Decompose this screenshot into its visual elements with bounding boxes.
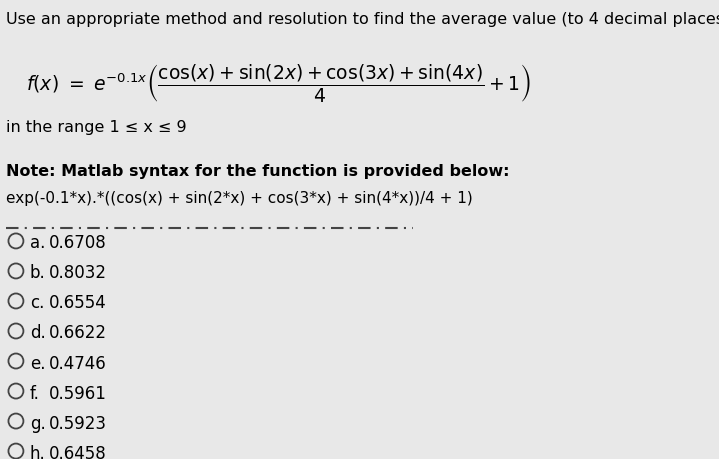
Text: in the range 1 ≤ x ≤ 9: in the range 1 ≤ x ≤ 9 (6, 120, 186, 135)
Text: $f(x) \ = \ e^{-0.1x} \left( \dfrac{\cos(x) + \sin(2x) + \cos(3x) + \sin(4x)}{4}: $f(x) \ = \ e^{-0.1x} \left( \dfrac{\cos… (27, 62, 531, 104)
Text: Use an appropriate method and resolution to find the average value (to 4 decimal: Use an appropriate method and resolution… (6, 12, 719, 27)
Text: c.: c. (29, 294, 44, 312)
Text: 0.4746: 0.4746 (49, 354, 107, 372)
Text: Note: Matlab syntax for the function is provided below:: Note: Matlab syntax for the function is … (6, 163, 509, 179)
Text: exp(-0.1*x).*((cos(x) + sin(2*x) + cos(3*x) + sin(4*x))/4 + 1): exp(-0.1*x).*((cos(x) + sin(2*x) + cos(3… (6, 190, 472, 206)
Text: d.: d. (29, 324, 45, 342)
Text: a.: a. (29, 234, 45, 252)
Text: 0.6458: 0.6458 (49, 443, 107, 459)
Text: 0.8032: 0.8032 (49, 264, 107, 282)
Text: 0.5961: 0.5961 (49, 384, 107, 402)
Text: 0.6708: 0.6708 (49, 234, 107, 252)
Text: e.: e. (29, 354, 45, 372)
Text: 0.5923: 0.5923 (49, 414, 107, 431)
Text: h.: h. (29, 443, 45, 459)
Text: g.: g. (29, 414, 45, 431)
Text: f.: f. (29, 384, 40, 402)
Text: 0.6622: 0.6622 (49, 324, 107, 342)
Text: 0.6554: 0.6554 (49, 294, 107, 312)
Text: b.: b. (29, 264, 45, 282)
